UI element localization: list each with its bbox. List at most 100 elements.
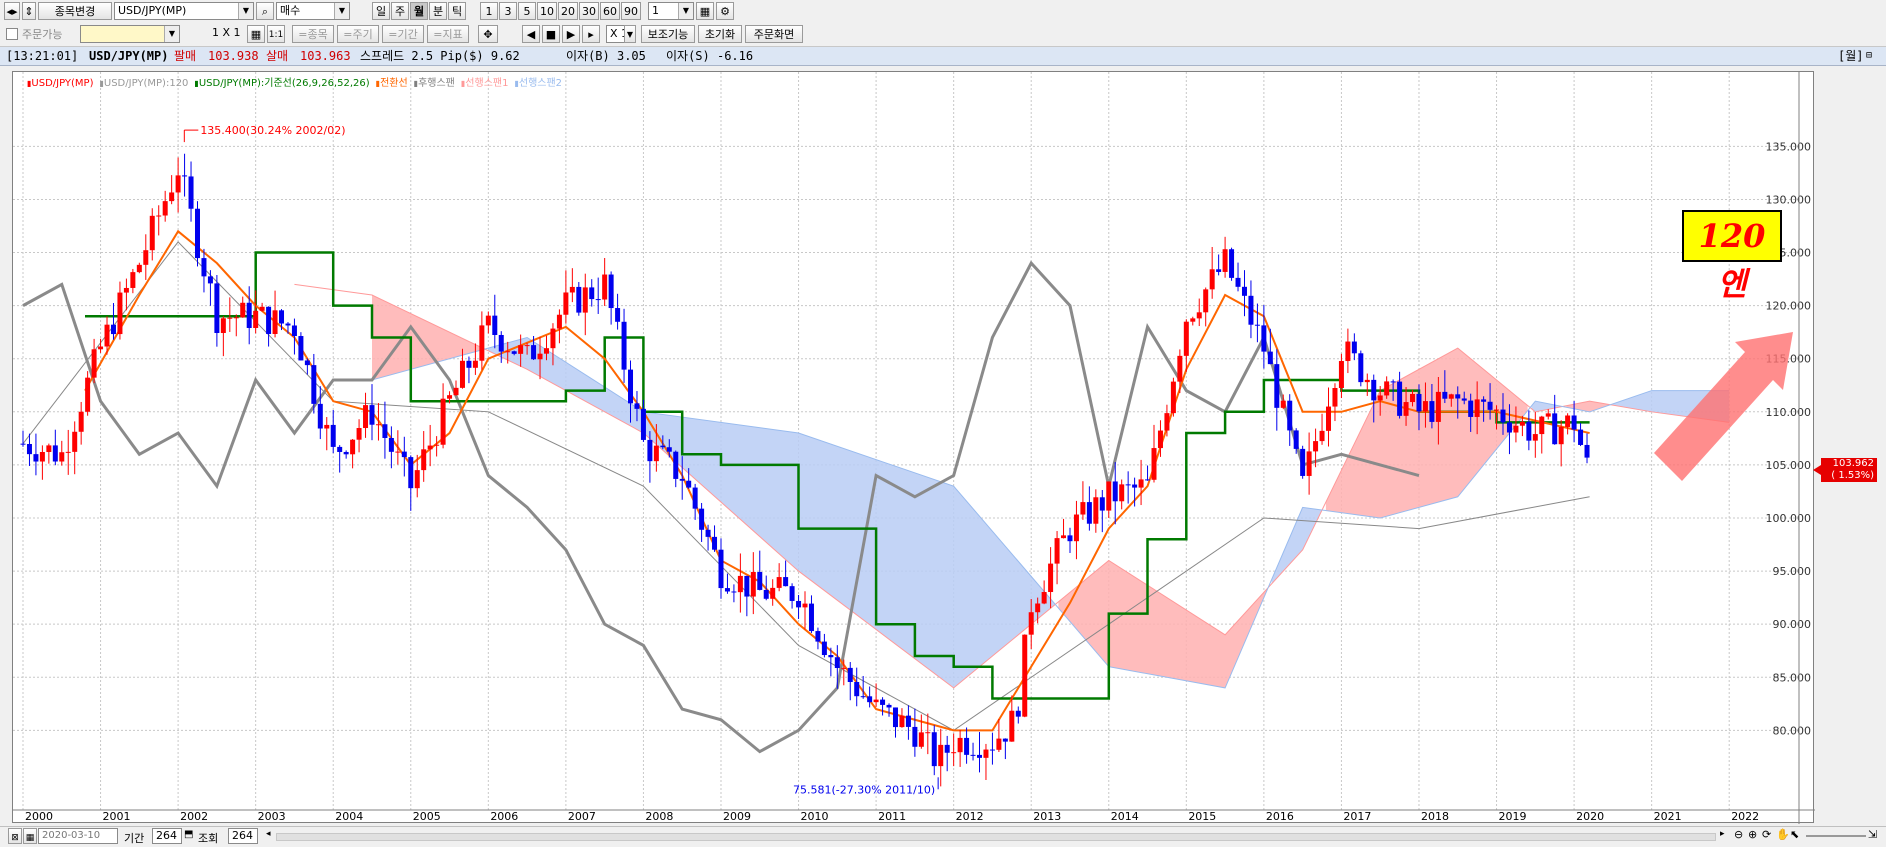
period-week-button[interactable]: 주 bbox=[391, 2, 409, 20]
candle-down bbox=[1229, 249, 1235, 278]
symbol-combo[interactable]: USD/JPY(MP) ▼ bbox=[114, 2, 254, 20]
candle-down bbox=[279, 310, 285, 324]
candle-down bbox=[1002, 738, 1008, 742]
interval-3-button[interactable]: 3 bbox=[499, 2, 517, 20]
aux-function-button[interactable]: 보조기능 bbox=[641, 25, 695, 43]
view-count-input[interactable]: 264 bbox=[228, 828, 258, 844]
legend-item[interactable]: ▮선행스팬1 bbox=[461, 78, 509, 89]
order-checkbox[interactable] bbox=[6, 28, 18, 40]
date-input[interactable]: 2020-03-10 bbox=[38, 828, 118, 844]
order-screen-button[interactable]: 주문화면 bbox=[745, 25, 803, 43]
search-icon[interactable]: ⌕ bbox=[256, 2, 274, 20]
sync-cycle-button[interactable]: =주기 bbox=[337, 25, 379, 43]
legend-item[interactable]: ▮USD/JPY(MP):120 bbox=[99, 78, 188, 89]
updown-icon[interactable]: ⇕ bbox=[22, 2, 36, 20]
zoom-out-icon[interactable]: ⊖ bbox=[1734, 828, 1744, 841]
collapse-icon[interactable]: ⊟ bbox=[1866, 50, 1873, 61]
hand-icon[interactable]: ✋ bbox=[1776, 828, 1790, 841]
interval-input[interactable]: 1 ▼ bbox=[648, 2, 694, 20]
period-tick-button[interactable]: 틱 bbox=[448, 2, 466, 20]
legend-item[interactable]: ▮전환선 bbox=[376, 78, 408, 89]
candle-up bbox=[1080, 502, 1086, 515]
candle-down bbox=[834, 657, 840, 669]
candle-up bbox=[59, 452, 65, 462]
candle-down bbox=[783, 577, 789, 587]
grid-table-icon[interactable]: ▦ bbox=[247, 25, 265, 43]
candle-up bbox=[1345, 341, 1351, 362]
interest-sell: 이자(S) -6.16 bbox=[666, 49, 754, 63]
play-icon[interactable]: ▶ bbox=[562, 25, 580, 43]
candle-up bbox=[1384, 381, 1390, 396]
nav-arrows-icon[interactable]: ◂▸ bbox=[4, 2, 20, 20]
price-chart[interactable]: 135.000130.000125.000120.000115.000110.0… bbox=[13, 72, 1815, 824]
horizontal-scrollbar[interactable] bbox=[276, 833, 1716, 841]
x-tick-label: 2013 bbox=[1033, 810, 1061, 823]
interval-90-button[interactable]: 90 bbox=[621, 2, 641, 20]
interval-1-button[interactable]: 1 bbox=[480, 2, 498, 20]
ratio-button[interactable]: 1:1 bbox=[267, 25, 285, 43]
interval-60-button[interactable]: 60 bbox=[600, 2, 620, 20]
x-tick-label: 2003 bbox=[258, 810, 286, 823]
pointer-icon[interactable]: ⬉ bbox=[1790, 828, 1800, 841]
candle-down bbox=[194, 208, 200, 259]
ichimoku-cloud bbox=[372, 295, 1730, 688]
scroll-right-icon[interactable]: ▸ bbox=[1720, 829, 1725, 839]
interval-10-button[interactable]: 10 bbox=[537, 2, 557, 20]
interval-20-button[interactable]: 20 bbox=[558, 2, 578, 20]
legend-item[interactable]: ▮선행스팬2 bbox=[514, 78, 562, 89]
resize-icon[interactable]: ⇲ bbox=[1868, 828, 1878, 841]
scroll-left-icon[interactable]: ◂ bbox=[266, 829, 271, 839]
chevron-down-icon[interactable]: ▼ bbox=[678, 3, 693, 19]
legend-label: 후행스팬 bbox=[418, 78, 455, 89]
zoom-in-icon[interactable]: ⊕ bbox=[1748, 828, 1758, 841]
legend-item[interactable]: ▮후행스팬 bbox=[414, 78, 455, 89]
chart-panel[interactable]: 135.000130.000125.000120.000115.000110.0… bbox=[12, 71, 1877, 824]
legend-label: USD/JPY(MP):120 bbox=[103, 78, 189, 89]
candle-up bbox=[1558, 426, 1564, 445]
period-input[interactable]: 264 bbox=[152, 828, 182, 844]
chevron-down-icon[interactable]: ▼ bbox=[164, 26, 179, 42]
settings-icon[interactable]: ⚙ bbox=[716, 2, 734, 20]
candle-up bbox=[1048, 563, 1054, 593]
legend-item[interactable]: ▮USD/JPY(MP):기준선(26,9,26,52,26) bbox=[194, 78, 369, 89]
candle-up bbox=[1338, 361, 1344, 388]
side-select[interactable]: 매수 ▼ bbox=[276, 2, 350, 20]
chevron-down-icon[interactable]: ▼ bbox=[238, 3, 253, 19]
interval-5-button[interactable]: 5 bbox=[518, 2, 536, 20]
legend-item[interactable]: ▮USD/JPY(MP) bbox=[27, 78, 93, 89]
period-day-button[interactable]: 일 bbox=[372, 2, 390, 20]
chevron-down-icon[interactable]: ▼ bbox=[334, 3, 349, 19]
view-label: 조회 bbox=[198, 832, 219, 845]
query-icon[interactable]: ⬒ bbox=[184, 829, 194, 840]
chart-icon[interactable]: ⊠ bbox=[8, 828, 22, 844]
quote-time: [13:21:01] bbox=[6, 49, 79, 63]
sync-indicator-button[interactable]: =지표 bbox=[427, 25, 469, 43]
zoom-slider[interactable] bbox=[1806, 835, 1866, 837]
order-combo[interactable]: ▼ bbox=[80, 25, 180, 43]
interval-30-button[interactable]: 30 bbox=[579, 2, 599, 20]
cloud-bullish bbox=[1058, 560, 1268, 688]
sync-item-button[interactable]: =종목 bbox=[292, 25, 334, 43]
candle-up bbox=[873, 699, 879, 703]
reset-button[interactable]: 초기화 bbox=[698, 25, 742, 43]
prev-icon[interactable]: ◀ bbox=[522, 25, 540, 43]
period-minute-button[interactable]: 분 bbox=[429, 2, 447, 20]
x-tick-label: 2001 bbox=[103, 810, 131, 823]
period-month-button[interactable]: 월 bbox=[410, 2, 428, 20]
calendar-icon[interactable]: ▦ bbox=[23, 828, 37, 844]
candle-up bbox=[91, 349, 97, 378]
chevron-down-icon[interactable]: ▼ bbox=[624, 25, 636, 43]
stock-change-button[interactable]: 종목변경 bbox=[38, 2, 112, 20]
candle-up bbox=[1203, 289, 1209, 313]
candle-down bbox=[285, 323, 291, 326]
stop-icon[interactable]: ■ bbox=[542, 25, 560, 43]
candle-up bbox=[1054, 538, 1060, 564]
next-icon[interactable]: ▸ bbox=[582, 25, 600, 43]
candle-up bbox=[1028, 612, 1034, 635]
candle-down bbox=[621, 321, 627, 370]
bottom-bar: ⊠ ▦ 2020-03-10 기간 264 ⬒ 조회 264 ◂ ▸ ⊖ ⊕ ⟳… bbox=[0, 826, 1886, 847]
crosshair-icon[interactable]: ✥ bbox=[478, 25, 498, 43]
sync-period-button[interactable]: =기간 bbox=[382, 25, 424, 43]
refresh-icon[interactable]: ⟳ bbox=[1762, 828, 1772, 841]
grid-icon[interactable]: ▦ bbox=[696, 2, 714, 20]
